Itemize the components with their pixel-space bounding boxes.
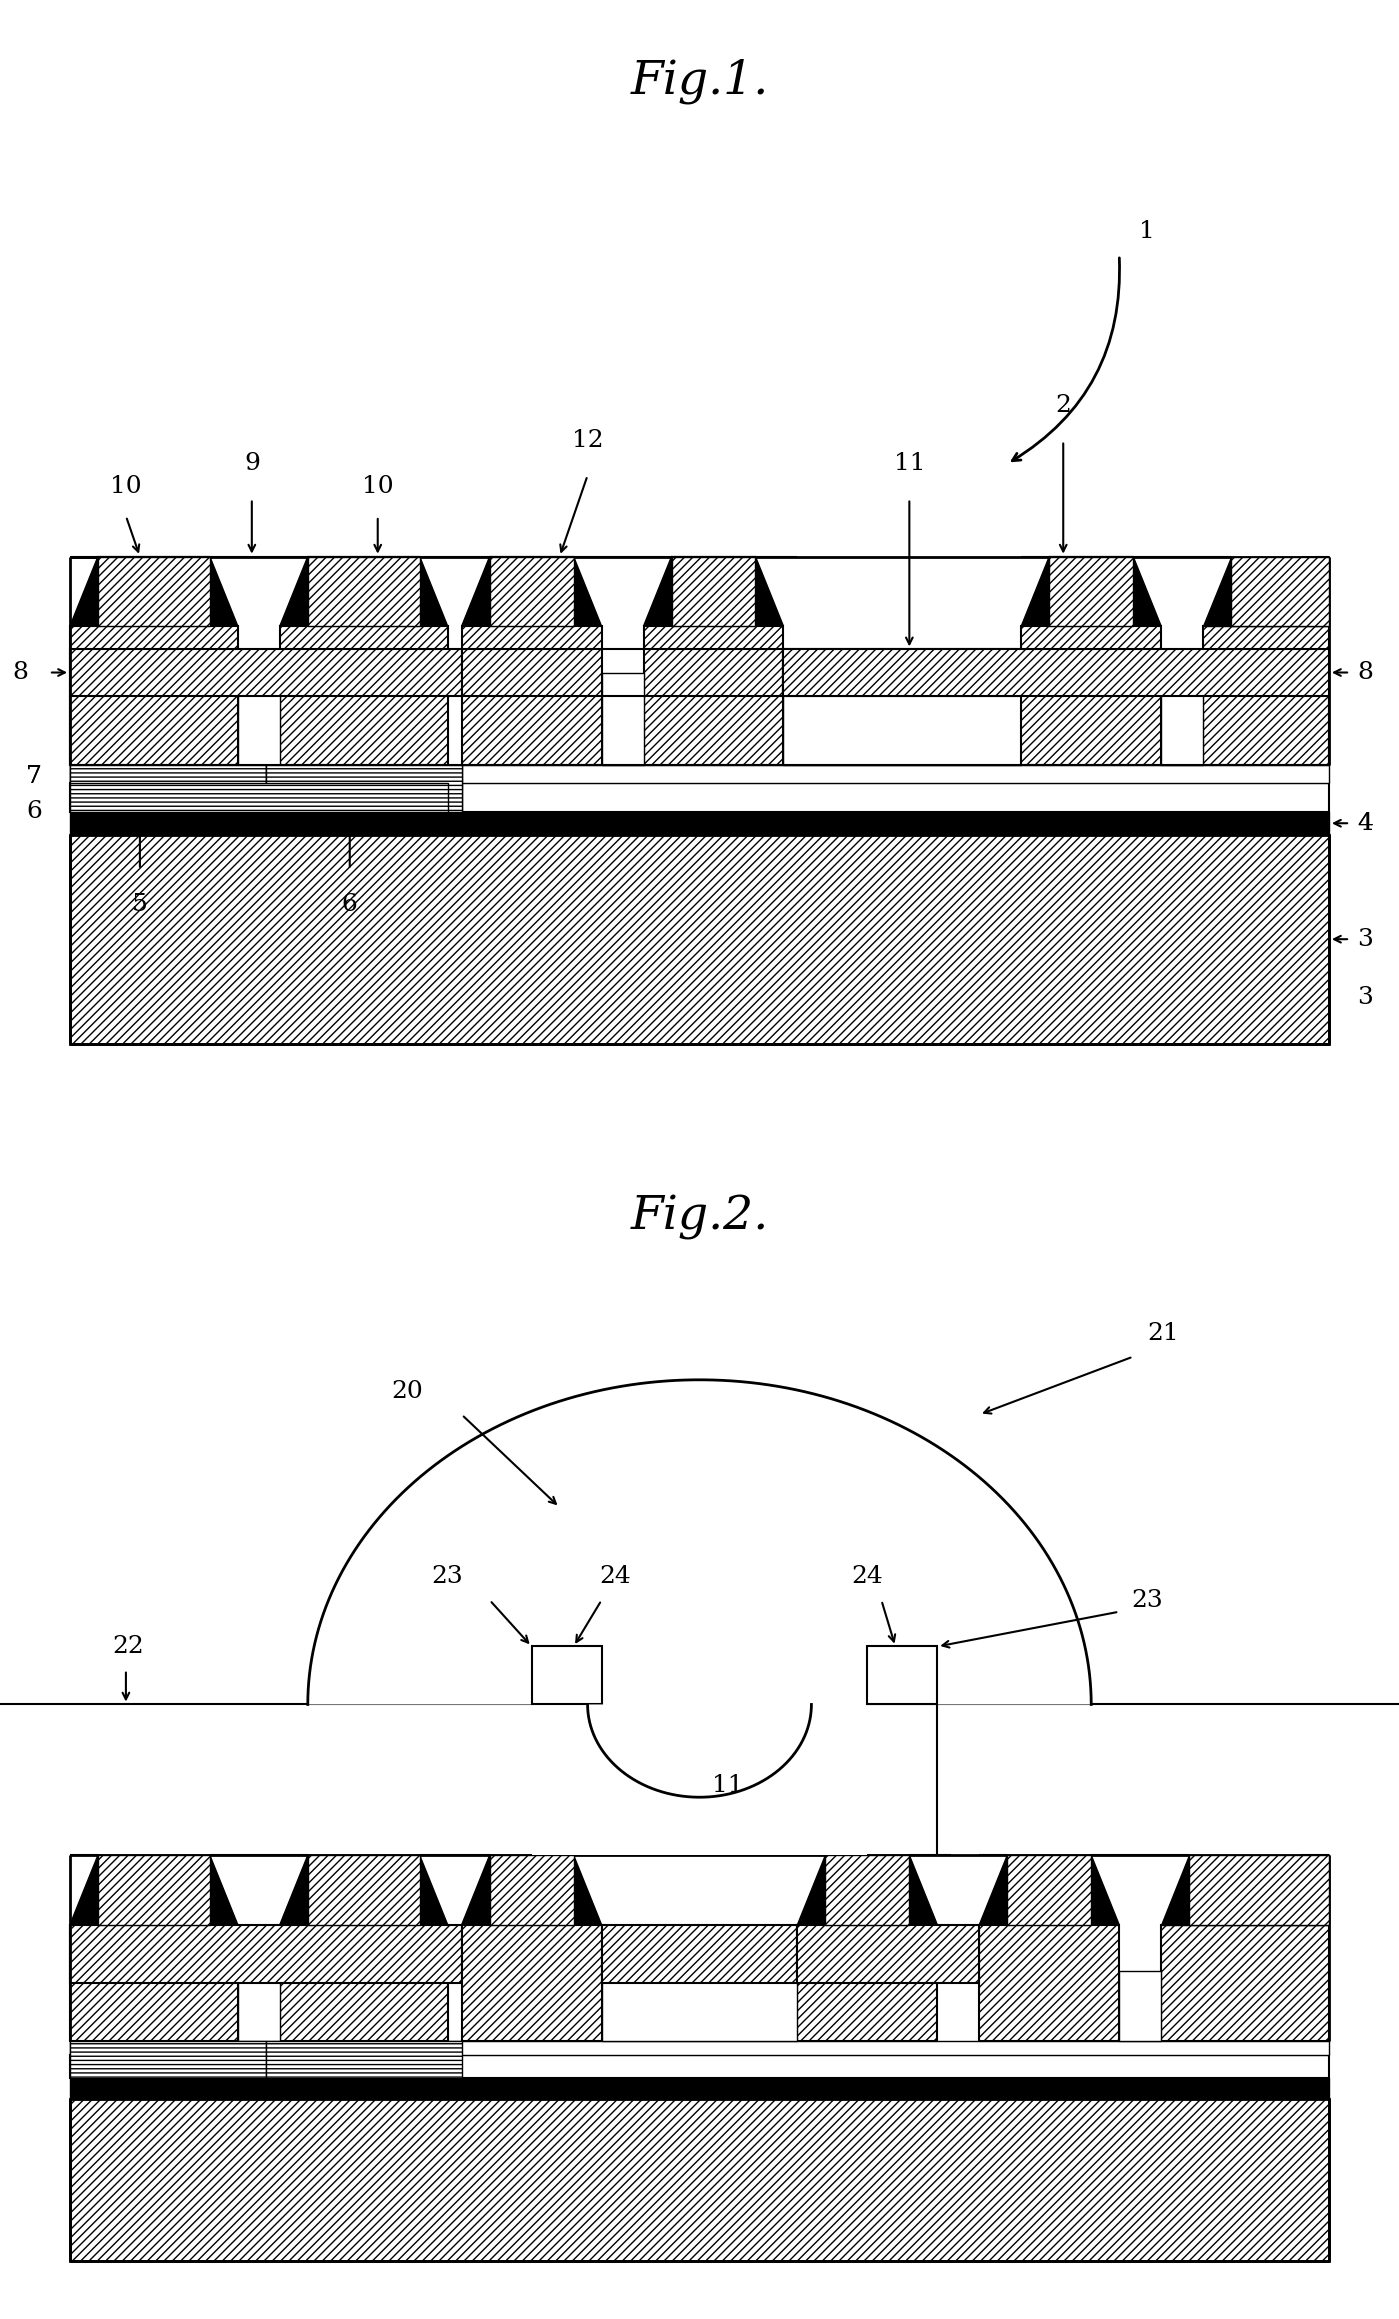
Polygon shape	[70, 1855, 238, 1925]
Polygon shape	[70, 557, 238, 626]
Text: 8: 8	[13, 661, 28, 684]
Text: 21: 21	[1147, 1322, 1179, 1345]
Bar	[266, 765, 462, 812]
Polygon shape	[588, 1704, 811, 1797]
Bar	[280, 626, 448, 765]
Bar	[70, 2041, 1329, 2055]
Text: 10: 10	[111, 475, 141, 499]
Bar	[1021, 626, 1161, 765]
Bar	[825, 1855, 909, 1925]
Bar	[1049, 557, 1133, 626]
Text: 3: 3	[1357, 986, 1372, 1009]
Polygon shape	[1161, 1855, 1329, 1925]
Text: 22: 22	[112, 1635, 144, 1658]
Bar	[1161, 1925, 1329, 2041]
Text: Fig.2.: Fig.2.	[631, 1194, 768, 1241]
Polygon shape	[797, 1855, 937, 1925]
Bar	[462, 626, 602, 765]
Bar	[70, 835, 1329, 1044]
Bar	[70, 649, 462, 696]
Bar	[70, 2099, 1329, 2261]
Bar	[867, 1646, 937, 1704]
Bar	[1161, 673, 1203, 765]
Text: 23: 23	[1132, 1589, 1163, 1612]
Bar	[70, 2055, 1329, 2078]
Bar	[70, 1925, 462, 1983]
Text: 7: 7	[27, 765, 42, 788]
Bar	[70, 626, 238, 765]
Bar	[602, 1925, 797, 1983]
Polygon shape	[979, 1855, 1119, 1925]
Bar	[238, 673, 280, 765]
Bar	[70, 765, 1329, 782]
Bar	[602, 673, 644, 765]
Text: 9: 9	[243, 452, 260, 475]
Text: 3: 3	[1357, 928, 1372, 951]
Polygon shape	[1203, 557, 1329, 626]
Bar	[308, 1855, 420, 1925]
Bar	[70, 765, 266, 812]
Bar	[1119, 1971, 1161, 2041]
Text: 6: 6	[341, 893, 358, 916]
Bar	[266, 765, 462, 812]
Bar	[490, 1855, 574, 1925]
Bar	[783, 649, 1119, 696]
Bar	[70, 784, 448, 812]
Polygon shape	[1021, 557, 1161, 626]
Bar	[98, 557, 210, 626]
Bar	[1231, 557, 1329, 626]
Text: 24: 24	[600, 1565, 631, 1589]
Bar	[280, 1925, 448, 2041]
Text: 1: 1	[1139, 220, 1156, 243]
Text: 11: 11	[894, 452, 925, 475]
Bar	[532, 1704, 867, 1855]
Text: 6: 6	[27, 800, 42, 823]
Text: 11: 11	[712, 1774, 743, 1797]
Bar	[70, 2041, 266, 2078]
Bar	[462, 1925, 602, 2041]
Bar	[70, 765, 266, 812]
Text: 5: 5	[132, 893, 148, 916]
Text: 4: 4	[1357, 812, 1372, 835]
Text: 12: 12	[572, 429, 603, 452]
Bar	[98, 1855, 210, 1925]
Bar	[308, 557, 420, 626]
Text: 8: 8	[1357, 661, 1372, 684]
Bar	[532, 1646, 602, 1704]
Polygon shape	[280, 557, 448, 626]
Bar	[979, 1925, 1119, 2041]
Bar	[644, 626, 783, 765]
Bar	[672, 557, 755, 626]
Bar	[797, 1925, 937, 2041]
Polygon shape	[462, 1855, 602, 1925]
Bar	[70, 2078, 1329, 2099]
Text: 2: 2	[1055, 394, 1072, 417]
Bar	[266, 2041, 462, 2078]
Text: 7: 7	[27, 765, 42, 788]
Text: 10: 10	[362, 475, 393, 499]
Polygon shape	[308, 1380, 1091, 1704]
Bar	[1007, 1855, 1091, 1925]
Bar	[1203, 626, 1329, 765]
Text: 4: 4	[1357, 812, 1372, 835]
Bar	[490, 557, 574, 626]
Polygon shape	[462, 557, 602, 626]
Bar	[70, 812, 1329, 835]
Bar	[783, 649, 1021, 765]
Bar	[238, 1971, 280, 2041]
Bar	[70, 784, 1329, 812]
Bar	[1189, 1855, 1329, 1925]
Polygon shape	[280, 1855, 448, 1925]
Bar	[797, 1925, 979, 1983]
Bar	[70, 1925, 238, 2041]
Text: 20: 20	[392, 1380, 424, 1403]
Text: 24: 24	[852, 1565, 883, 1589]
Text: Fig.1.: Fig.1.	[631, 58, 768, 104]
Text: 23: 23	[432, 1565, 463, 1589]
Bar	[783, 649, 1329, 696]
Polygon shape	[644, 557, 783, 626]
Bar	[602, 1971, 797, 2041]
